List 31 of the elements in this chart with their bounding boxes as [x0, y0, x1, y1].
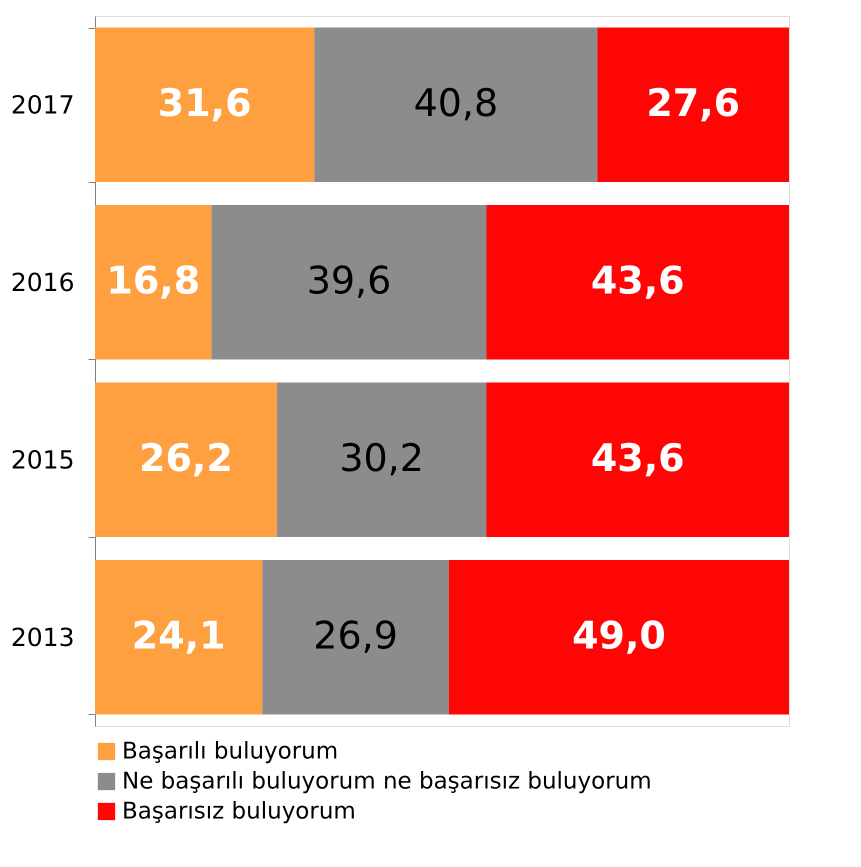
bar: [95, 382, 277, 537]
legend-label: Başarısız buluyorum: [122, 798, 356, 824]
bar: [212, 205, 486, 360]
bar: [95, 28, 314, 182]
data-label: 43,6: [590, 258, 685, 302]
bar: [486, 205, 789, 360]
bar: [276, 382, 486, 537]
y-tick-label: 2013: [10, 622, 74, 652]
data-label: 26,9: [313, 613, 398, 658]
data-label: 26,2: [139, 436, 233, 480]
bar: [95, 205, 212, 360]
legend-label: Başarılı buluyorum: [122, 738, 338, 764]
data-label: 40,8: [414, 80, 498, 125]
data-label: 43,6: [590, 436, 685, 480]
data-label: 27,6: [646, 80, 740, 125]
data-label: 39,6: [306, 258, 392, 302]
data-label: 30,2: [339, 436, 424, 480]
data-label: 16,8: [106, 258, 200, 302]
y-tick-label: 2016: [10, 268, 74, 297]
legend-label: Ne başarılı buluyorum ne başarısız buluyorum: [122, 768, 652, 794]
data-label: 49,0: [572, 613, 666, 658]
bar: [95, 560, 262, 714]
y-tick-label: 2015: [10, 445, 74, 474]
data-label: 31,6: [158, 80, 252, 125]
bar: [262, 560, 449, 714]
bar: [314, 28, 598, 182]
data-label: 24,1: [132, 613, 226, 658]
bar: [597, 28, 789, 182]
bar: [448, 560, 789, 714]
bar: [486, 382, 789, 537]
y-tick-label: 2017: [10, 90, 74, 120]
